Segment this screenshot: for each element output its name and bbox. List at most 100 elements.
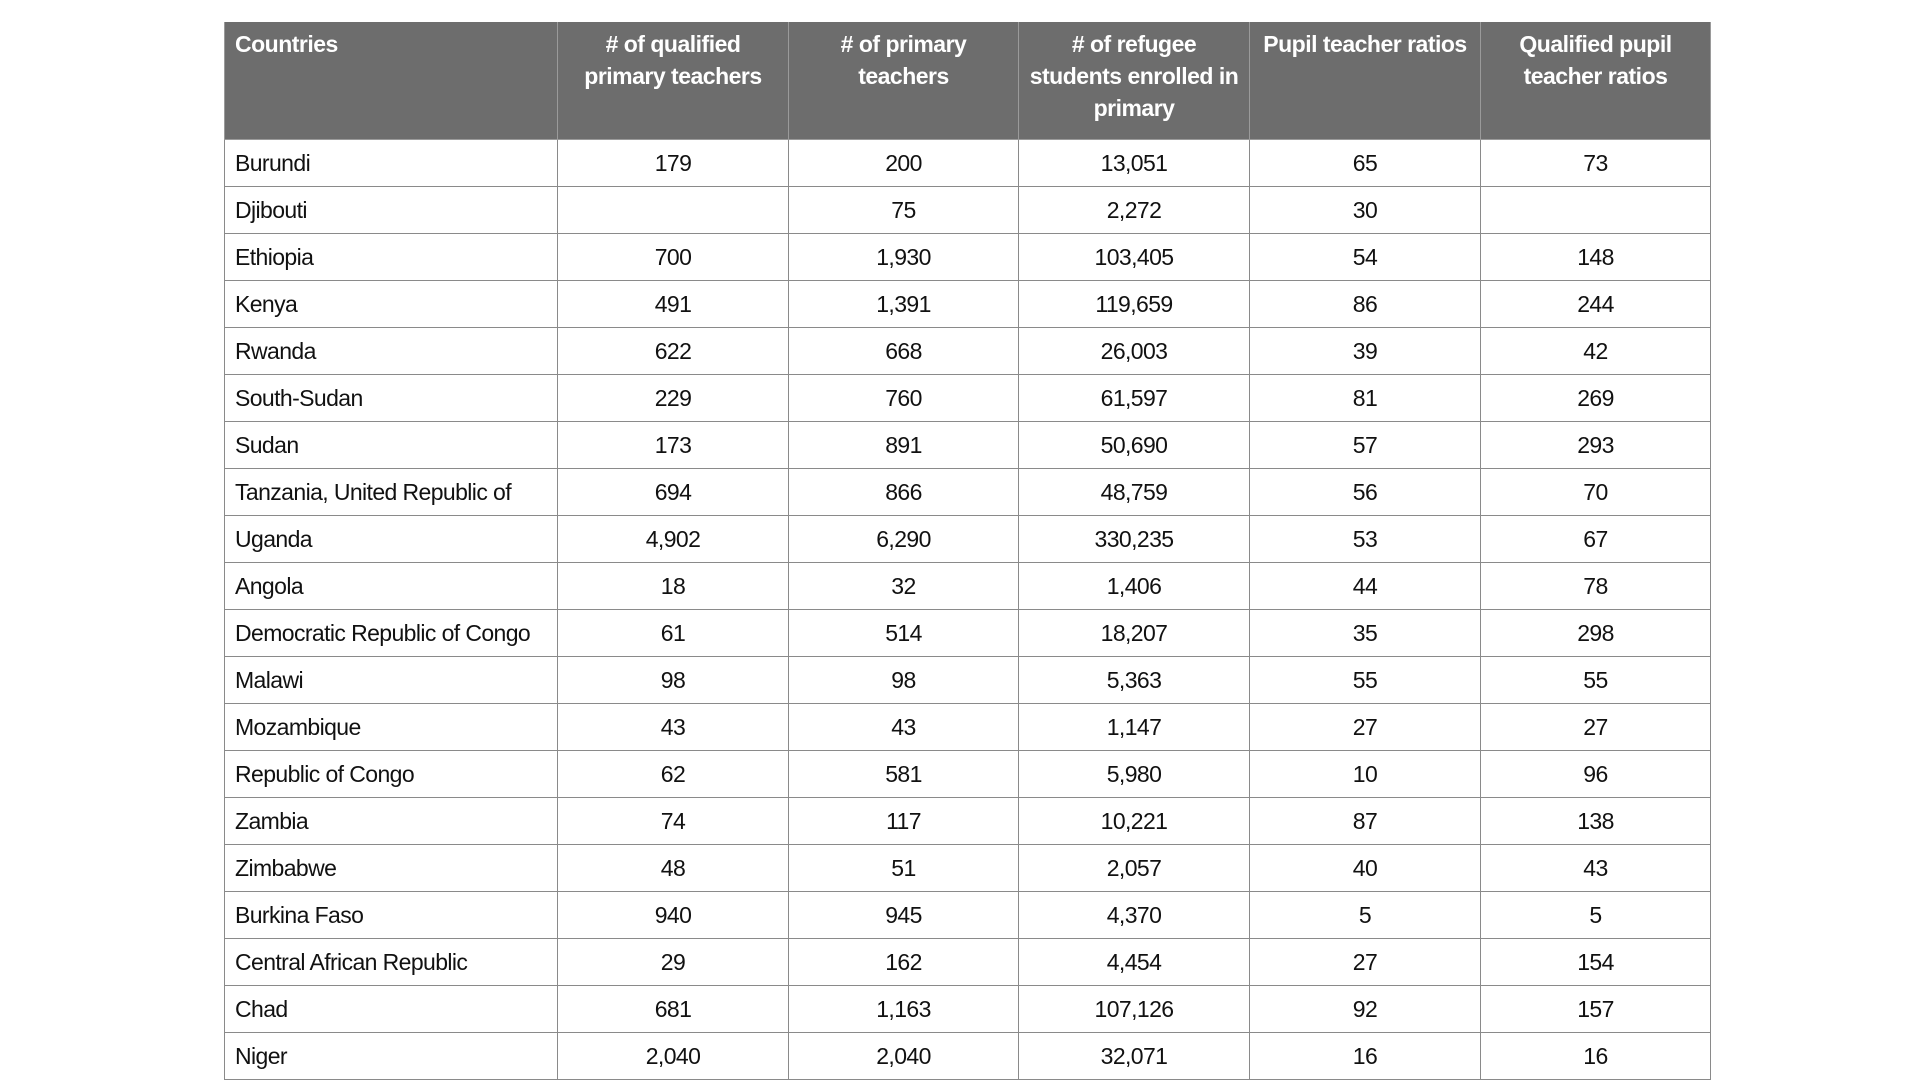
column-header: # of primary teachers [788,22,1019,140]
value-cell: 27 [1480,703,1711,751]
table-row: Sudan 173 891 50,690 57 293 [224,421,1711,469]
value-cell: 27 [1249,938,1481,986]
value-cell: 78 [1480,562,1711,610]
value-cell: 26,003 [1018,327,1250,375]
value-cell: 514 [788,609,1019,657]
country-cell: Djibouti [224,186,558,234]
value-cell: 86 [1249,280,1481,328]
table-row: South-Sudan 229 760 61,597 81 269 [224,374,1711,422]
value-cell: 760 [788,374,1019,422]
value-cell: 87 [1249,797,1481,845]
value-cell: 1,930 [788,233,1019,281]
value-cell: 42 [1480,327,1711,375]
country-cell: Malawi [224,656,558,704]
value-cell: 6,290 [788,515,1019,563]
country-cell: Republic of Congo [224,750,558,798]
value-cell: 32 [788,562,1019,610]
value-cell: 18,207 [1018,609,1250,657]
country-cell: South-Sudan [224,374,558,422]
table-row: Malawi 98 98 5,363 55 55 [224,656,1711,704]
value-cell: 62 [557,750,789,798]
column-header: Pupil teacher ratios [1249,22,1481,140]
value-cell: 2,040 [788,1032,1019,1080]
country-cell: Burundi [224,139,558,187]
value-cell: 51 [788,844,1019,892]
value-cell: 40 [1249,844,1481,892]
table-row: Rwanda 622 668 26,003 39 42 [224,327,1711,375]
value-cell: 5 [1480,891,1711,939]
table-row: Angola 18 32 1,406 44 78 [224,562,1711,610]
country-cell: Niger [224,1032,558,1080]
value-cell: 940 [557,891,789,939]
country-cell: Rwanda [224,327,558,375]
value-cell: 154 [1480,938,1711,986]
table-row: Chad 681 1,163 107,126 92 157 [224,985,1711,1033]
value-cell: 73 [1480,139,1711,187]
value-cell: 330,235 [1018,515,1250,563]
value-cell: 5,980 [1018,750,1250,798]
country-cell: Chad [224,985,558,1033]
value-cell: 56 [1249,468,1481,516]
value-cell [1480,186,1711,234]
value-cell: 13,051 [1018,139,1250,187]
value-cell: 117 [788,797,1019,845]
value-cell: 43 [557,703,789,751]
value-cell: 96 [1480,750,1711,798]
table-row: Djibouti 75 2,272 30 [224,186,1711,234]
table-row: Zimbabwe 48 51 2,057 40 43 [224,844,1711,892]
table-row: Ethiopia 700 1,930 103,405 54 148 [224,233,1711,281]
value-cell: 27 [1249,703,1481,751]
value-cell: 43 [1480,844,1711,892]
table-row: Kenya 491 1,391 119,659 86 244 [224,280,1711,328]
value-cell: 107,126 [1018,985,1250,1033]
country-cell: Zambia [224,797,558,845]
country-cell: Central African Republic [224,938,558,986]
value-cell: 148 [1480,233,1711,281]
value-cell: 55 [1249,656,1481,704]
value-cell: 179 [557,139,789,187]
value-cell: 35 [1249,609,1481,657]
table-row: Central African Republic 29 162 4,454 27 154 [224,938,1711,986]
value-cell: 681 [557,985,789,1033]
column-header: # of qualified primary teachers [557,22,789,140]
value-cell: 81 [1249,374,1481,422]
country-cell: Kenya [224,280,558,328]
value-cell: 39 [1249,327,1481,375]
value-cell: 65 [1249,139,1481,187]
table-row: Republic of Congo 62 581 5,980 10 96 [224,750,1711,798]
value-cell: 138 [1480,797,1711,845]
value-cell: 18 [557,562,789,610]
country-cell: Zimbabwe [224,844,558,892]
value-cell: 55 [1480,656,1711,704]
value-cell: 293 [1480,421,1711,469]
data-table: Countries # of qualified primary teachers… [224,22,1711,1080]
value-cell: 891 [788,421,1019,469]
country-cell: Ethiopia [224,233,558,281]
value-cell: 173 [557,421,789,469]
value-cell: 1,406 [1018,562,1250,610]
column-header: Qualified pupil teacher ratios [1480,22,1711,140]
table-row: Tanzania, United Republic of 694 866 48,759… [224,468,1711,516]
value-cell: 622 [557,327,789,375]
value-cell: 298 [1480,609,1711,657]
value-cell: 75 [788,186,1019,234]
value-cell: 50,690 [1018,421,1250,469]
value-cell: 5,363 [1018,656,1250,704]
value-cell: 4,454 [1018,938,1250,986]
value-cell: 61 [557,609,789,657]
column-header: # of refugee students enrolled in primar… [1018,22,1250,140]
value-cell: 30 [1249,186,1481,234]
table-row: Burundi 179 200 13,051 65 73 [224,139,1711,187]
value-cell: 4,370 [1018,891,1250,939]
value-cell: 1,147 [1018,703,1250,751]
value-cell [557,186,789,234]
value-cell: 61,597 [1018,374,1250,422]
country-cell: Sudan [224,421,558,469]
value-cell: 98 [557,656,789,704]
table-row: Democratic Republic of Congo 61 514 18,207 3… [224,609,1711,657]
value-cell: 162 [788,938,1019,986]
country-cell: Mozambique [224,703,558,751]
table-row: Burkina Faso 940 945 4,370 5 5 [224,891,1711,939]
country-cell: Burkina Faso [224,891,558,939]
value-cell: 103,405 [1018,233,1250,281]
